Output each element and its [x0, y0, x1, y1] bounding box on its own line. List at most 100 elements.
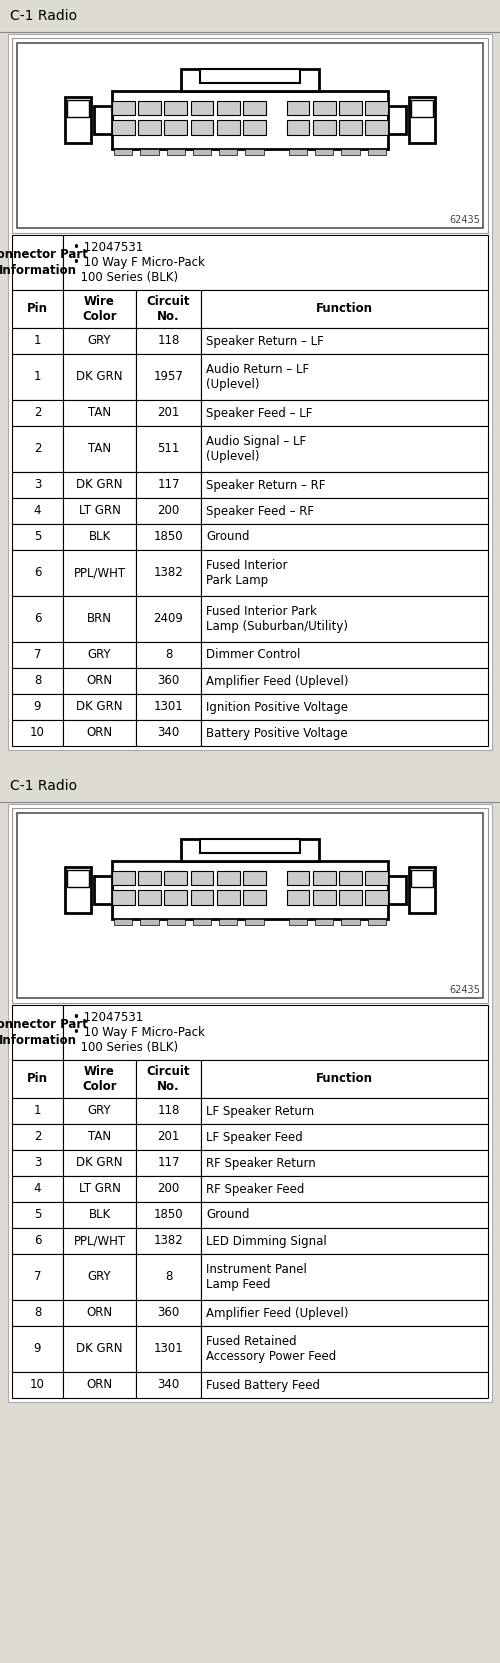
Bar	[201, 354, 488, 401]
Text: 1850: 1850	[154, 530, 184, 544]
Text: Fused Interior Park
Lamp (Suburban/Utility): Fused Interior Park Lamp (Suburban/Utili…	[206, 605, 348, 634]
Text: DK GRN: DK GRN	[76, 1156, 123, 1169]
Text: TAN: TAN	[88, 406, 111, 419]
Text: C-1 Radio: C-1 Radio	[10, 8, 77, 23]
Text: Ignition Positive Voltage: Ignition Positive Voltage	[206, 700, 348, 713]
Text: 62435: 62435	[449, 215, 480, 225]
Bar	[201, 1202, 488, 1227]
Bar	[138, 871, 161, 885]
Text: 7: 7	[34, 649, 41, 662]
Bar	[63, 1124, 136, 1151]
Bar	[136, 354, 201, 401]
Bar	[12, 693, 63, 720]
Bar	[201, 328, 488, 354]
Text: Amplifier Feed (Uplevel): Amplifier Feed (Uplevel)	[206, 1307, 348, 1319]
Bar	[286, 871, 310, 885]
Text: 201: 201	[158, 406, 180, 419]
Text: GRY: GRY	[88, 649, 112, 662]
Bar	[388, 106, 406, 135]
Text: 8: 8	[34, 1307, 41, 1319]
Bar	[190, 890, 214, 905]
Text: 8: 8	[165, 649, 172, 662]
Bar	[164, 890, 187, 905]
Bar	[63, 1004, 488, 1059]
Bar	[243, 890, 266, 905]
Text: • 12047531
• 10 Way F Micro-Pack
  100 Series (BLK): • 12047531 • 10 Way F Micro-Pack 100 Ser…	[73, 1011, 205, 1054]
Bar	[12, 328, 63, 354]
Bar	[63, 472, 136, 497]
Bar	[243, 871, 266, 885]
Text: 6: 6	[34, 567, 41, 579]
Bar	[166, 150, 185, 155]
Bar	[193, 920, 211, 925]
Text: 8: 8	[165, 1271, 172, 1284]
Text: LF Speaker Feed: LF Speaker Feed	[206, 1131, 303, 1144]
Text: 1: 1	[34, 1104, 41, 1118]
Bar	[136, 693, 201, 720]
Bar	[339, 120, 362, 135]
Text: Speaker Feed – LF: Speaker Feed – LF	[206, 406, 312, 419]
Bar	[201, 1372, 488, 1399]
Text: Speaker Return – RF: Speaker Return – RF	[206, 479, 326, 492]
Bar	[138, 100, 161, 115]
Bar	[63, 328, 136, 354]
Bar	[63, 497, 136, 524]
Bar	[136, 524, 201, 550]
Bar	[63, 289, 136, 328]
Bar	[136, 595, 201, 642]
Text: DK GRN: DK GRN	[76, 700, 123, 713]
Bar	[114, 920, 132, 925]
Bar	[193, 150, 211, 155]
Text: 1850: 1850	[154, 1209, 184, 1222]
Bar	[112, 861, 388, 920]
Bar	[136, 1124, 201, 1151]
Text: BRN: BRN	[87, 612, 112, 625]
Text: Connector Part
Information: Connector Part Information	[0, 1018, 88, 1046]
Bar	[201, 1098, 488, 1124]
Bar	[63, 1202, 136, 1227]
Bar	[201, 1227, 488, 1254]
Bar	[201, 1151, 488, 1176]
Bar	[12, 289, 63, 328]
Text: 340: 340	[158, 727, 180, 740]
Bar	[315, 920, 334, 925]
Text: GRY: GRY	[88, 1271, 112, 1284]
Bar	[63, 669, 136, 693]
Bar	[65, 866, 92, 913]
Text: 8: 8	[34, 675, 41, 687]
Text: 200: 200	[158, 504, 180, 517]
Bar	[63, 1098, 136, 1124]
Text: Connector Part
Information: Connector Part Information	[0, 248, 88, 276]
Bar	[112, 120, 134, 135]
Text: 3: 3	[34, 1156, 41, 1169]
Bar	[219, 150, 238, 155]
Text: DK GRN: DK GRN	[76, 1342, 123, 1355]
Text: ORN: ORN	[86, 675, 113, 687]
Bar	[136, 1227, 201, 1254]
Bar	[243, 100, 266, 115]
Bar	[136, 1325, 201, 1372]
Bar	[190, 871, 214, 885]
Bar	[63, 1300, 136, 1325]
Text: GRY: GRY	[88, 334, 112, 348]
Bar	[246, 150, 264, 155]
Text: TAN: TAN	[88, 442, 111, 456]
Text: TAN: TAN	[88, 1131, 111, 1144]
Bar	[12, 472, 63, 497]
Bar	[201, 524, 488, 550]
Bar	[201, 289, 488, 328]
Bar	[8, 803, 492, 1402]
Bar	[12, 1059, 63, 1098]
Bar	[286, 100, 310, 115]
Text: Audio Return – LF
(Uplevel): Audio Return – LF (Uplevel)	[206, 363, 309, 391]
Text: 4: 4	[34, 1182, 41, 1196]
Bar	[136, 669, 201, 693]
Bar	[136, 497, 201, 524]
Bar	[201, 426, 488, 472]
Text: Wire
Color: Wire Color	[82, 294, 117, 323]
Bar	[201, 1254, 488, 1300]
Text: 9: 9	[34, 1342, 41, 1355]
Bar	[63, 426, 136, 472]
Bar	[216, 120, 240, 135]
Bar	[17, 813, 483, 998]
